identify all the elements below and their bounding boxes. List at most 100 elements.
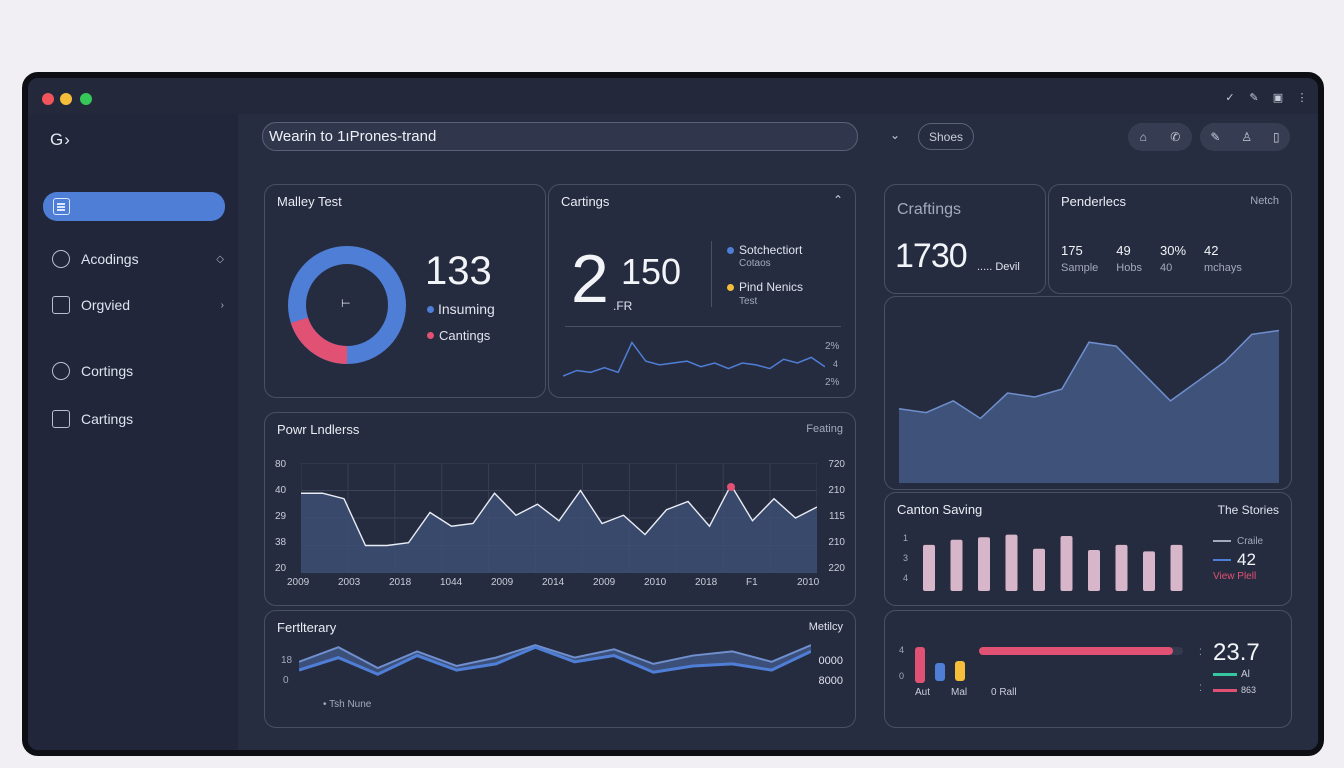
bar-mark: [1033, 548, 1045, 591]
bullet-icon: ⁚: [1199, 683, 1202, 693]
progress-bar-mark: [915, 647, 925, 683]
folder-icon: [52, 296, 70, 314]
card-title: Malley Test: [277, 194, 342, 209]
peak-marker: [727, 483, 735, 491]
metilcy-link[interactable]: Metilcy: [808, 621, 843, 633]
area-chart: [899, 329, 1279, 483]
legend-item[interactable]: View Plell: [1213, 571, 1257, 582]
legend-dot: [427, 305, 434, 313]
trash-icon[interactable]: ▯: [1272, 130, 1280, 144]
forecast-card: Fertlterary Metilcy 18 0 0000 8000 • Tsh…: [264, 610, 856, 728]
donut-slice-cantings: [288, 246, 406, 364]
sidebar-item-orgvied[interactable]: Orgvied ›: [52, 293, 224, 317]
stat-label: mchays: [1204, 262, 1242, 274]
area-chart-card: [884, 296, 1292, 490]
more-icon[interactable]: ⋮: [1296, 92, 1308, 104]
x-tick-label: 2009: [491, 577, 514, 588]
stats-row: 175 Sample 49 Hobs 30% 40 42 mchays: [1061, 243, 1242, 274]
stat-value: 1730: [895, 237, 968, 275]
search-input[interactable]: Wearin to 1ıPrones-trand: [262, 122, 858, 151]
stat-item: 42 mchays: [1204, 243, 1242, 274]
details-link[interactable]: ..... Devil: [977, 261, 1020, 273]
title-bar: ✓ ✎ ▣ ⋮: [28, 78, 1318, 114]
area-series-line: [899, 329, 1279, 420]
chevron-down-icon[interactable]: ⌄: [890, 128, 901, 142]
y-tick-label: 210: [828, 485, 845, 496]
stat-item: 49 Hobs: [1116, 243, 1142, 274]
check-icon[interactable]: ✓: [1225, 92, 1235, 104]
power-series-fill: [301, 485, 817, 573]
bar-mark: [1088, 550, 1100, 591]
legend-item: 42: [1213, 549, 1283, 571]
legend-label: 863: [1241, 685, 1257, 695]
tick-label: 0: [899, 671, 905, 681]
close-window-button[interactable]: [42, 93, 54, 105]
bullet-icon: ⁚: [1199, 647, 1202, 657]
user-actions: ✎ ♙ ▯: [1200, 123, 1290, 151]
sidebar-item-label: Orgvied: [81, 297, 131, 313]
y-tick-label: 210: [828, 537, 845, 548]
layout-icon[interactable]: ▣: [1272, 92, 1284, 104]
bars-legend: Craile 42 View Plell: [1213, 533, 1283, 587]
bar-label: Aut: [915, 687, 931, 698]
shoes-button[interactable]: Shoes: [918, 123, 974, 150]
bar-chart: [923, 534, 1183, 591]
legend-label: 42: [1237, 550, 1256, 569]
stories-link[interactable]: The Stories: [1217, 503, 1279, 517]
stat-item: 175 Sample: [1061, 243, 1098, 274]
search-input-value: Wearin to 1ıPrones-trand: [269, 128, 437, 145]
stat-value: 175: [1061, 243, 1083, 258]
legend-item: 863: [1213, 685, 1256, 695]
axis-label: 0 Rall: [991, 687, 1017, 698]
forecast-series-a: [299, 644, 811, 670]
maximize-window-button[interactable]: [80, 93, 92, 105]
legend-dot: [727, 246, 734, 254]
donut-center-label: ⊢: [341, 298, 351, 310]
tick-label: 4: [833, 359, 839, 369]
x-tick-label: 2018: [695, 577, 718, 588]
x-tick-label: 1044: [440, 577, 463, 588]
legend-line: [1213, 673, 1237, 676]
forecast-chart: [299, 644, 811, 676]
sidebar-item-cartings[interactable]: Cartings: [52, 407, 224, 431]
cartings-series-line: [563, 341, 825, 377]
y-tick-label: 720: [828, 459, 845, 470]
y-tick-label: 80: [275, 459, 287, 470]
message-icon: [52, 410, 70, 428]
y-label: 18: [281, 655, 293, 666]
tick-label: 4: [899, 645, 905, 655]
legend-line: [1213, 688, 1237, 692]
stat-item: 30% 40: [1160, 243, 1186, 274]
home-icon[interactable]: ⌂: [1139, 130, 1147, 144]
bar-label: Mal: [951, 687, 968, 698]
sidebar-item-acodings[interactable]: Acodings ◇: [52, 247, 224, 271]
stat-value: 49: [1116, 243, 1131, 258]
legend-label: Cantings: [439, 328, 491, 343]
x-axis: 2009 2003 2018 1044 2009 2014 2009 2010 2018 F1 20…: [287, 577, 847, 591]
minimize-window-button[interactable]: [60, 93, 72, 105]
cartings-line-chart: [563, 341, 825, 377]
main-content: Wearin to 1ıPrones-trand ⌄ Shoes ⌂ ✆ ✎ ♙…: [238, 114, 1318, 750]
power-chart-card: Powr Lndlerss Feating 80 40 29 38 20 720 210 1…: [264, 412, 856, 606]
sidebar-item-cortings[interactable]: Cortings: [52, 359, 224, 383]
x-tick-label: 2010: [797, 577, 820, 588]
pencil-icon[interactable]: ✎: [1249, 92, 1259, 104]
x-tick-label: 2010: [644, 577, 667, 588]
feating-link[interactable]: Feating: [806, 423, 843, 435]
chevron-up-icon[interactable]: ⌃: [832, 193, 843, 207]
y-tick-label: 20: [275, 563, 287, 574]
bar-mark: [1143, 551, 1155, 591]
chevron-right-icon: ›: [220, 299, 224, 311]
netch-link[interactable]: Netch: [1250, 195, 1279, 207]
sidebar-item-dashboard[interactable]: [43, 192, 225, 221]
stat-label: Hobs: [1116, 262, 1142, 274]
phone-icon[interactable]: ✆: [1170, 130, 1181, 144]
user-icon[interactable]: ♙: [1241, 130, 1253, 144]
y-tick-label: 40: [275, 485, 287, 496]
y-label: 4: [903, 573, 909, 583]
edit-icon[interactable]: ✎: [1210, 130, 1221, 144]
stat-label: 40: [1159, 262, 1173, 274]
progress-fill: [979, 647, 1173, 655]
y-tick-label: 115: [829, 511, 845, 522]
app-logo[interactable]: G›: [50, 130, 71, 149]
